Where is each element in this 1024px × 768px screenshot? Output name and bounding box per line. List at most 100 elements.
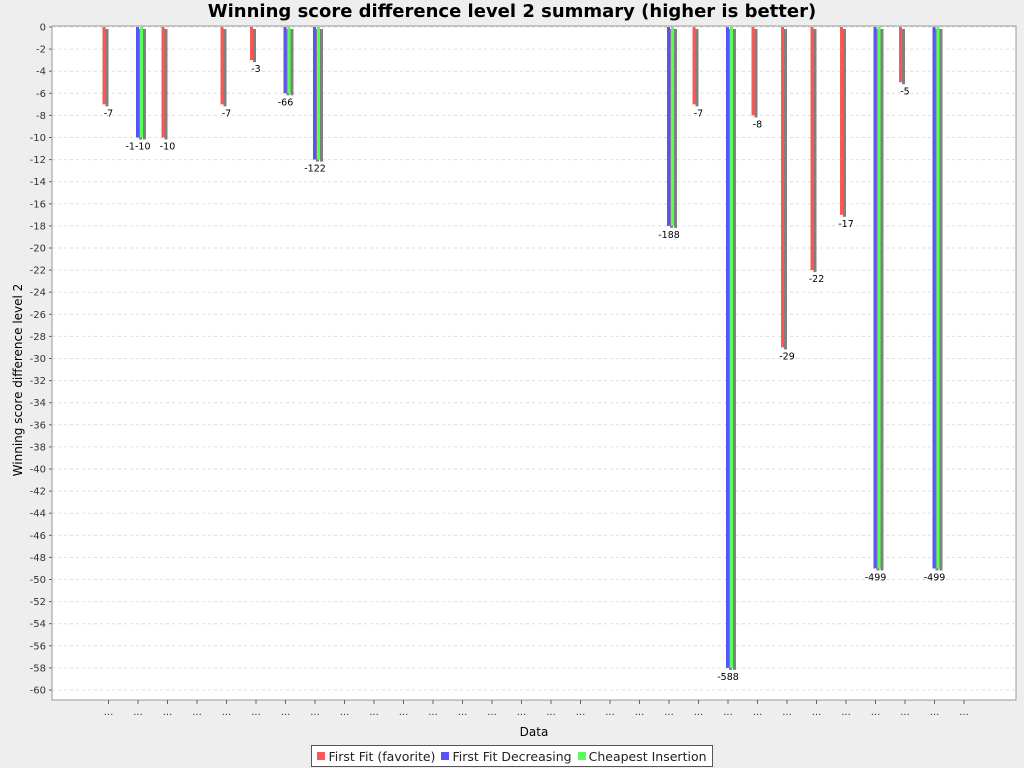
bar-value-label: -29 — [779, 351, 795, 362]
y-tick-label: -22 — [30, 266, 46, 277]
x-tick-label: ... — [251, 707, 261, 718]
x-tick-label: ... — [458, 707, 468, 718]
legend-item: First Fit (favorite) — [317, 749, 435, 764]
bar — [313, 27, 316, 160]
x-tick-label: ... — [487, 707, 497, 718]
y-tick-label: -44 — [30, 509, 46, 520]
x-tick-label: ... — [369, 707, 379, 718]
x-tick-label: ... — [900, 707, 910, 718]
bar-shadow — [674, 29, 677, 228]
bar-shadow — [290, 29, 294, 96]
bar-value-label: -17 — [838, 219, 854, 230]
bar — [781, 27, 784, 348]
y-tick-label: -20 — [30, 244, 46, 255]
bar — [936, 27, 940, 569]
bar-value-label: -588 — [717, 672, 739, 683]
x-tick-label: ... — [753, 707, 763, 718]
y-tick-label: -50 — [30, 575, 46, 586]
y-tick-label: -8 — [36, 111, 46, 122]
x-tick-label: ... — [399, 707, 409, 718]
y-tick-label: -32 — [30, 376, 46, 387]
y-tick-label: -26 — [30, 310, 46, 321]
bar — [161, 27, 165, 138]
bar — [136, 27, 139, 138]
x-tick-label: ... — [605, 707, 615, 718]
y-tick-label: -2 — [36, 45, 46, 56]
bar — [102, 27, 106, 105]
bar-shadow — [902, 29, 905, 85]
bar-value-label: -1-10 — [126, 142, 151, 153]
x-tick-label: ... — [782, 707, 792, 718]
legend-swatch — [441, 752, 450, 760]
bar-value-label: -122 — [304, 164, 326, 175]
bar-shadow — [843, 29, 846, 217]
y-tick-label: -24 — [30, 288, 46, 299]
y-tick-label: -28 — [30, 332, 46, 343]
x-tick-label: ... — [192, 707, 202, 718]
bar — [671, 27, 674, 226]
bar-shadow — [105, 29, 109, 107]
bar — [877, 27, 881, 569]
x-tick-label: ... — [694, 707, 704, 718]
x-tick-label: ... — [664, 707, 674, 718]
legend-label: Cheapest Insertion — [588, 748, 707, 764]
y-tick-label: -16 — [30, 199, 46, 210]
bar — [220, 27, 224, 105]
bar — [730, 27, 733, 668]
x-tick-label: ... — [310, 707, 320, 718]
legend-item: Cheapest Insertion — [577, 748, 707, 764]
x-tick-label: ... — [812, 707, 822, 718]
x-tick-label: ... — [576, 707, 586, 718]
bar-shadow — [784, 29, 787, 350]
y-tick-label: -60 — [30, 686, 46, 697]
y-axis-ticks: 0 -2 -4 -6 -8 -10 -12 -14 -16 -18 -20 -22 -24 -26 -28 -… — [30, 23, 52, 697]
x-tick-label: ... — [163, 707, 173, 718]
bar — [751, 27, 755, 116]
y-tick-label: -38 — [30, 442, 46, 453]
x-tick-label: ... — [104, 707, 114, 718]
bar-value-label: -10 — [160, 142, 176, 153]
y-tick-label: -46 — [30, 531, 46, 542]
bar-value-label: -66 — [278, 97, 294, 108]
bar — [932, 27, 936, 569]
legend-label: First Fit Decreasing — [452, 748, 572, 764]
bar-shadow — [253, 29, 256, 63]
x-tick-label: ... — [841, 707, 851, 718]
bar-value-label: -5 — [900, 86, 909, 97]
legend-item: First Fit Decreasing — [441, 748, 572, 764]
y-tick-label: -58 — [30, 663, 46, 674]
y-tick-label: -52 — [30, 597, 46, 608]
bar — [873, 27, 877, 569]
x-axis-ticks: ........................................… — [104, 700, 969, 718]
bar-value-label: -188 — [658, 230, 680, 241]
bar-value-label: -499 — [924, 572, 946, 583]
bar-shadow — [880, 29, 884, 571]
bar-shadow — [223, 29, 227, 107]
bar — [810, 27, 814, 271]
bar-shadow — [143, 29, 146, 140]
x-tick-label: ... — [428, 707, 438, 718]
bar — [287, 27, 291, 94]
y-tick-label: -12 — [30, 155, 46, 166]
bar-labels: -7 -1-10 -10 -7 -3 -66 -122 -188 -7 -588 -8 -29 -22 -… — [104, 64, 946, 683]
x-tick-label: ... — [517, 707, 527, 718]
x-tick-label: ... — [281, 707, 291, 718]
x-tick-label: ... — [959, 707, 969, 718]
bar-shadow — [813, 29, 817, 273]
y-axis-label: Winning score difference level 2 — [11, 284, 25, 477]
x-tick-label: ... — [133, 707, 143, 718]
x-tick-label: ... — [871, 707, 881, 718]
bar-value-label: -7 — [222, 108, 231, 119]
legend-swatch — [577, 752, 586, 760]
y-tick-label: -6 — [36, 89, 46, 100]
bar — [250, 27, 253, 61]
y-tick-label: -42 — [30, 487, 46, 498]
x-tick-label: ... — [340, 707, 350, 718]
bar-value-label: -7 — [104, 108, 113, 119]
bar — [726, 27, 729, 668]
y-tick-label: -40 — [30, 465, 46, 476]
bar-shadow — [754, 29, 758, 118]
chart-title: Winning score difference level 2 summary… — [207, 1, 817, 22]
y-tick-label: 0 — [40, 23, 46, 34]
